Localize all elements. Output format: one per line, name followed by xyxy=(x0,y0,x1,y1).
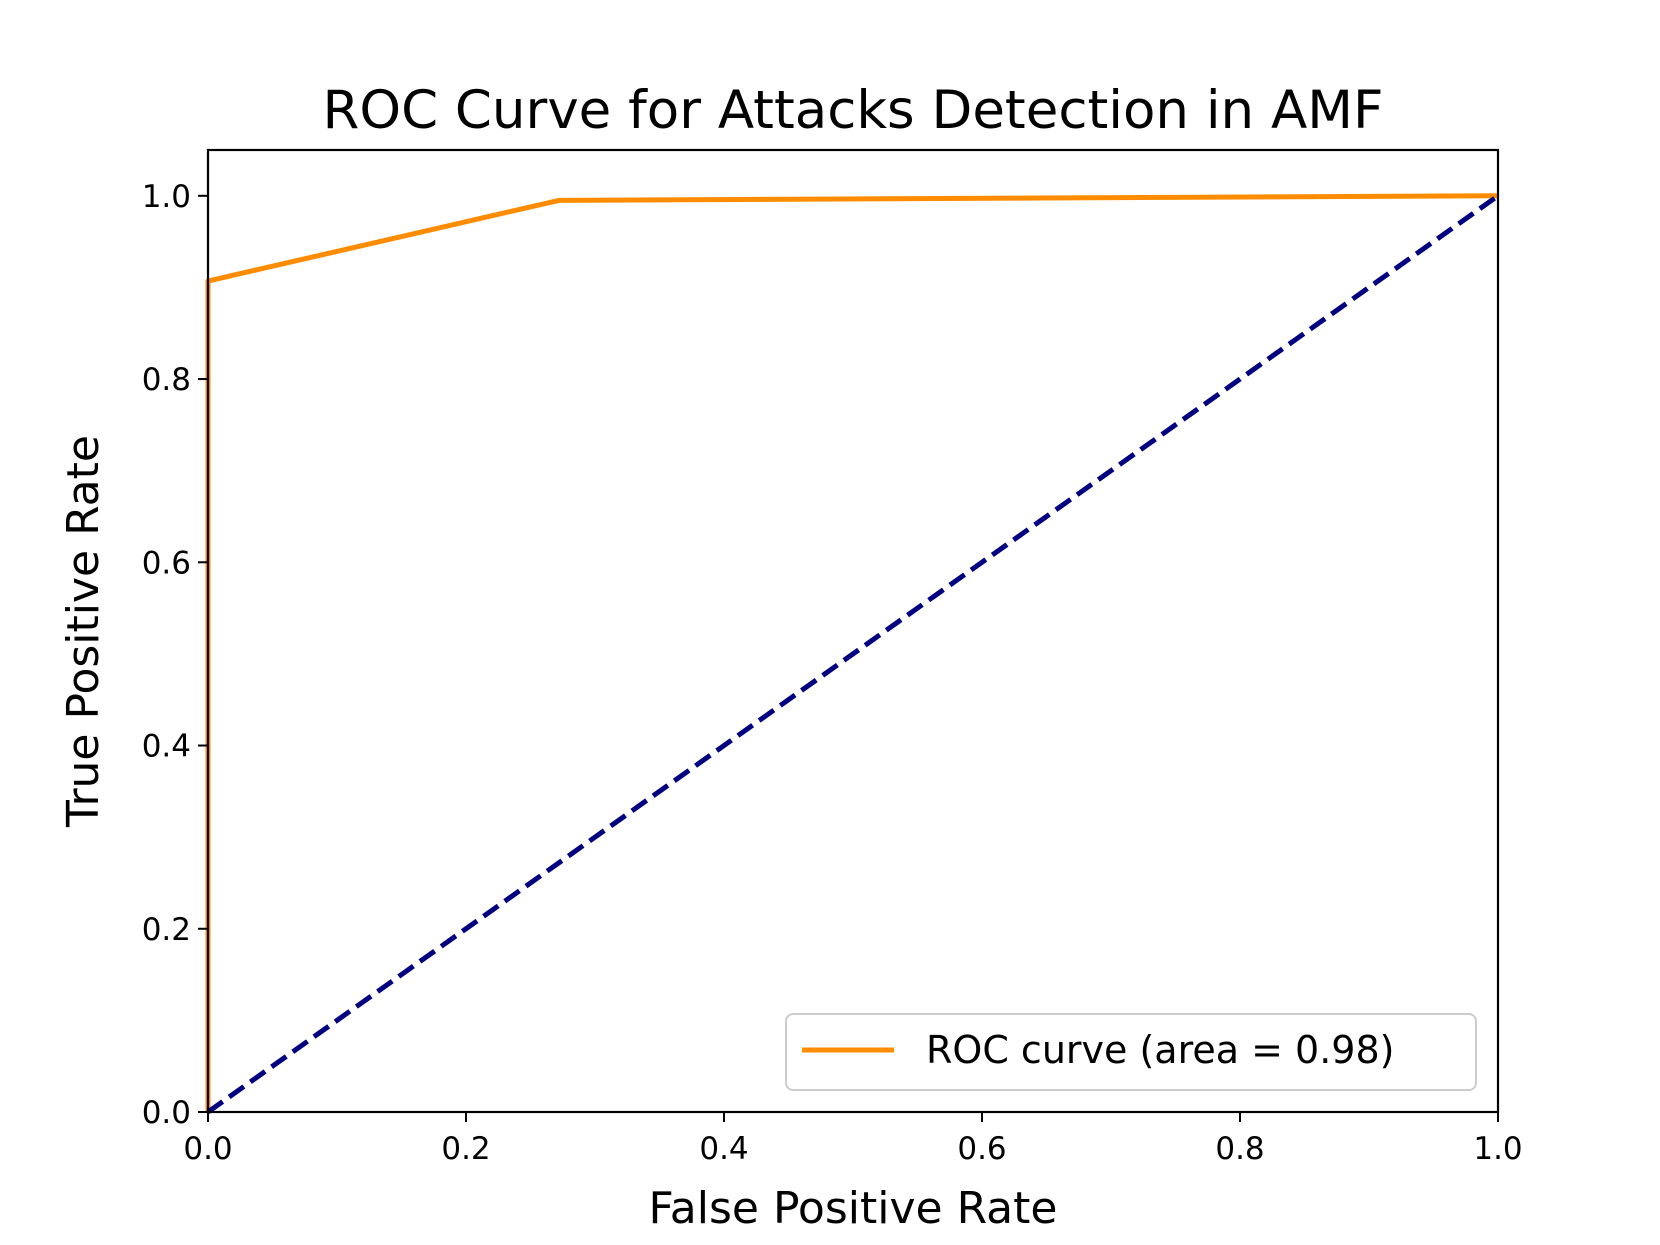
legend-box xyxy=(785,1013,1477,1091)
y-axis-ticks: 0.0 0.2 0.4 0.6 0.8 1.0 xyxy=(142,179,208,1131)
x-tick-label: 0.8 xyxy=(1215,1131,1264,1167)
chart-title: ROC Curve for Attacks Detection in AMF xyxy=(323,80,1384,141)
plot-frame xyxy=(206,148,1500,1114)
x-tick-label: 0.4 xyxy=(699,1131,748,1167)
x-tick-label: 0.6 xyxy=(957,1131,1006,1167)
y-tick-label: 0.8 xyxy=(142,362,191,398)
legend: ROC curve (area = 0.98) xyxy=(785,1013,1477,1091)
chance-diagonal-line xyxy=(206,193,1500,1115)
y-tick-label: 0.0 xyxy=(142,1095,191,1131)
x-tick-label: 1.0 xyxy=(1473,1131,1522,1167)
legend-label-roc: ROC curve (area = 0.98) xyxy=(926,1028,1394,1072)
x-tick-label: 0.2 xyxy=(441,1131,490,1167)
x-axis-ticks: 0.0 0.2 0.4 0.6 0.8 1.0 xyxy=(183,1112,1523,1167)
y-tick-label: 1.0 xyxy=(142,179,191,215)
x-axis-label: False Positive Rate xyxy=(649,1183,1058,1234)
y-tick-label: 0.2 xyxy=(142,912,191,948)
y-tick-label: 0.6 xyxy=(142,545,191,581)
y-axis-label: True Positive Rate xyxy=(58,435,109,828)
y-tick-label: 0.4 xyxy=(142,729,191,765)
x-tick-label: 0.0 xyxy=(183,1131,232,1167)
